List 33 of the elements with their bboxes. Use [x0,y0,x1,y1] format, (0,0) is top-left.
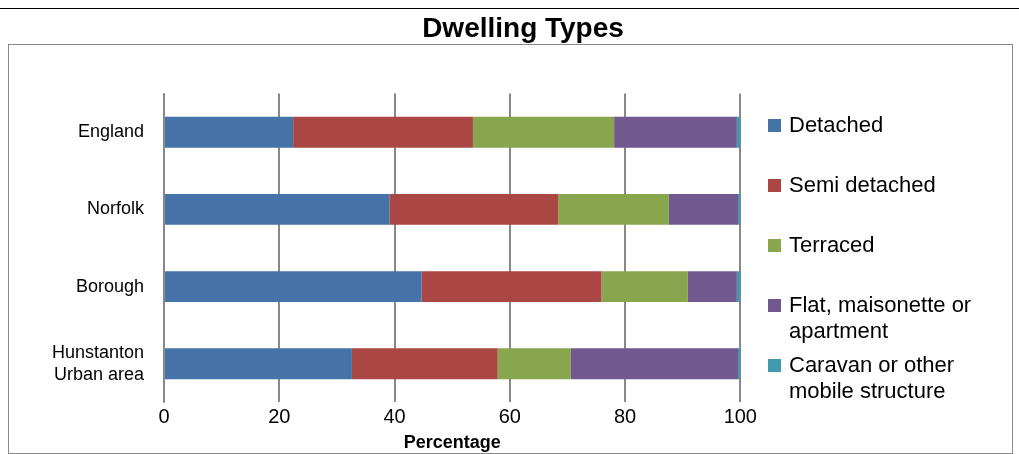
bar [601,271,688,303]
bar [668,193,739,225]
x-tick-label: 60 [498,404,521,427]
x-tick-label: 0 [158,404,170,427]
legend-label: Semi detached [789,172,936,198]
bar [351,348,498,380]
y-tick-label: Hunstanton Urban area [51,341,146,384]
x-tick-label: 20 [268,404,291,427]
x-tick-label: 80 [613,404,637,427]
bar [687,271,737,303]
bar [497,348,571,380]
bar [165,348,352,380]
bar [421,271,602,303]
bar [165,271,422,303]
legend-label: Detached [789,112,884,138]
y-tick-label: England [78,121,145,142]
bar [293,116,473,148]
y-tick-label: Borough [76,275,145,296]
legend-label: Flat, maisonette or apartment [789,292,973,344]
bar [472,116,615,148]
x-tick-label: 40 [383,404,406,427]
bar [570,348,739,380]
bar [614,116,737,148]
bar [389,193,559,225]
bar [558,193,669,225]
bar [165,193,390,225]
chart-title: Dwelling Types [421,12,625,44]
x-axis-title: Percentage [403,432,501,453]
legend-label: Terraced [789,232,875,258]
y-tick-label: Norfolk [87,198,146,219]
legend-label: Caravan or other mobile structure [789,352,956,404]
bar [165,116,294,148]
x-tick-label: 100 [723,404,757,427]
